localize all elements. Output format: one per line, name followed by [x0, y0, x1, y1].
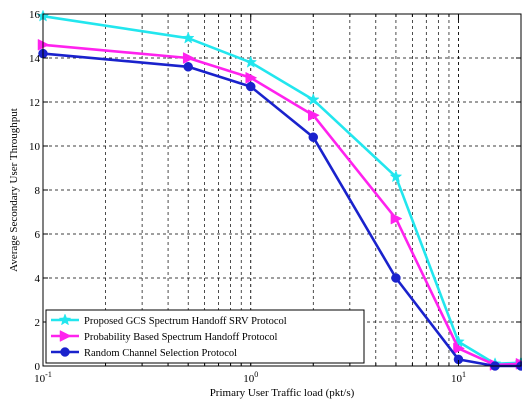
legend: Proposed GCS Spectrum Handoff SRV Protoc…	[45, 309, 365, 364]
legend-item: Proposed GCS Spectrum Handoff SRV Protoc…	[51, 313, 287, 327]
data-point	[182, 52, 195, 64]
y-tick-label: 10	[29, 141, 41, 153]
legend-label: Probability Based Spectrum Handoff Proto…	[84, 332, 278, 343]
data-point	[181, 31, 195, 44]
x-tick-label: 101	[451, 370, 466, 385]
y-tick-label: 16	[29, 9, 41, 21]
data-point	[183, 62, 193, 72]
data-point	[391, 273, 401, 283]
y-tick-label: 4	[35, 273, 41, 285]
data-point	[308, 132, 319, 142]
grid-layer	[43, 14, 521, 366]
legend-marker	[59, 330, 72, 342]
data-point	[244, 55, 258, 68]
legend-label: Random Channel Selection Protocol	[84, 348, 237, 359]
legend-item: Probability Based Spectrum Handoff Proto…	[51, 330, 278, 343]
data-point	[308, 109, 320, 122]
data-point	[453, 342, 466, 355]
legend-label: Proposed GCS Spectrum Handoff SRV Protoc…	[84, 316, 287, 327]
data-point	[245, 71, 258, 84]
y-tick-label: 0	[35, 361, 41, 373]
legend-item: Random Channel Selection Protocol	[51, 347, 237, 359]
x-tick-label: 100	[243, 370, 258, 385]
y-tick-label: 8	[35, 185, 41, 197]
legend-marker	[58, 313, 72, 326]
series-line	[42, 43, 522, 367]
y-tick-label: 12	[29, 97, 40, 109]
series-3	[38, 48, 522, 371]
x-tick-label: 10-1	[34, 370, 52, 385]
y-tick-label: 14	[29, 53, 41, 65]
series-line	[42, 52, 521, 368]
y-axis-label: Average Secondary User Throughput	[8, 108, 20, 272]
y-tick-label: 6	[35, 229, 41, 241]
legend-box	[45, 309, 365, 364]
legend-marker	[60, 347, 70, 357]
data-point	[389, 170, 403, 183]
x-axis-label: Primary User Traffic load (pkt/s)	[210, 387, 355, 399]
series-layer	[36, 9, 522, 371]
y-tick-label: 2	[35, 317, 41, 329]
series-line	[42, 14, 522, 366]
data-point	[390, 212, 403, 225]
data-point	[306, 93, 320, 106]
tick-layer: 0 2 4 6 8 10 12 14 16 10-1 100 101	[29, 9, 522, 385]
data-point	[245, 81, 256, 92]
